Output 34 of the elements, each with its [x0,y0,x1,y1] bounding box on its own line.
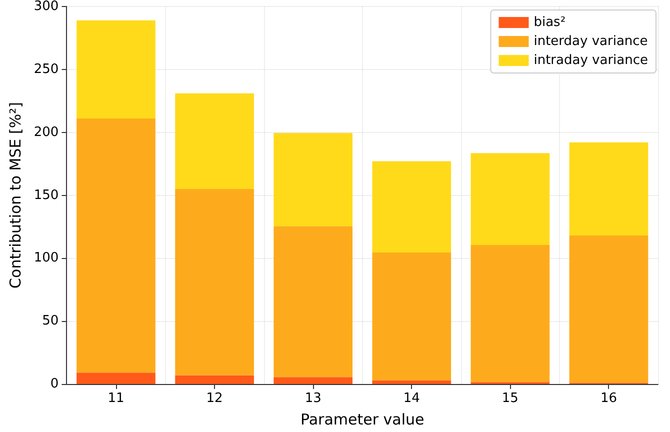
x-tick-label: 11 [108,391,124,406]
bar [175,93,254,189]
bar [470,244,550,382]
bar [274,132,352,226]
bar [76,118,156,373]
y-tick-label: 150 [34,188,59,203]
x-axis-title: Parameter value [300,410,424,428]
bar [470,153,550,245]
bar [274,226,352,378]
bar [76,372,156,384]
y-axis-title: Contribution to MSE [%²] [6,102,24,288]
bar [372,161,452,253]
x-tick-label: 12 [206,391,223,406]
legend-label: intraday variance [534,53,648,68]
bar [76,20,156,118]
y-tick-label: 100 [34,250,59,266]
bar [372,380,452,384]
y-tick-label: 300 [34,0,59,14]
bar [175,375,254,384]
y-tick-label: 250 [34,62,59,77]
x-tick-label: 15 [502,391,518,406]
bar [175,188,254,376]
y-tick-label: 200 [34,124,59,140]
bar [569,236,648,383]
bar [372,252,452,380]
x-tick-label: 16 [600,391,617,406]
y-tick-label: 0 [50,376,59,392]
legend-label: interday variance [534,34,648,49]
x-tick-label: 13 [304,391,322,406]
legend-label: bias² [534,15,566,30]
x-tick-label: 14 [403,391,420,406]
y-tick-label: 50 [42,314,59,329]
bar [569,142,648,236]
bar [274,377,352,384]
